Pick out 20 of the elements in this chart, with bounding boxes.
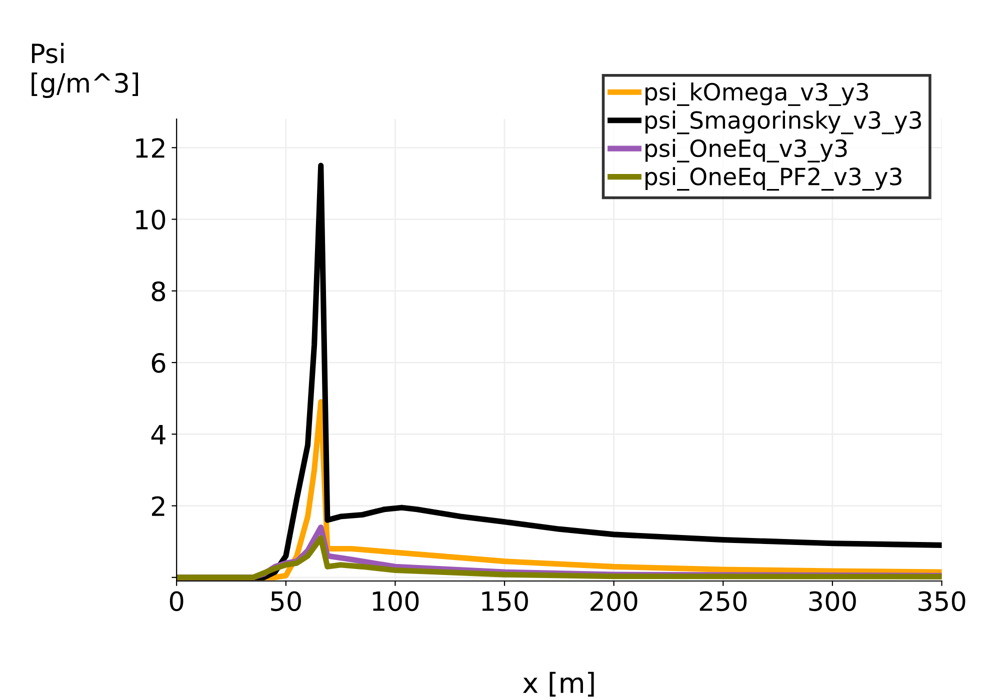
- y-tick-label: 2: [152, 496, 164, 516]
- legend-label: psi_kOmega_v3_y3: [646, 82, 868, 106]
- y-axis-title: Psi [g/m^3]: [32, 42, 138, 98]
- legend-label: psi_Smagorinsky_v3_y3: [646, 110, 921, 134]
- x-tick-label: 250: [700, 591, 747, 612]
- y-tick-label: 10: [136, 210, 166, 230]
- x-tick-label: 150: [482, 591, 528, 612]
- x-tick-label: 0: [170, 591, 184, 612]
- x-tick-label: 50: [271, 591, 301, 612]
- x-tick-label: 100: [372, 591, 419, 612]
- x-tick-label: 200: [590, 591, 638, 612]
- x-tick-label: 300: [809, 591, 856, 612]
- y-tick-label: 6: [152, 352, 166, 373]
- x-axis-title: x [m]: [522, 672, 594, 697]
- y-tick-label: 8: [152, 281, 166, 302]
- x-tick-label: 350: [918, 591, 966, 612]
- legend-label: psi_OneEq_PF2_v3_y3: [646, 167, 902, 191]
- y-tick-label: 4: [151, 424, 166, 444]
- y-tick-label: 12: [136, 138, 164, 158]
- legend-label: psi_OneEq_v3_y3: [646, 138, 847, 162]
